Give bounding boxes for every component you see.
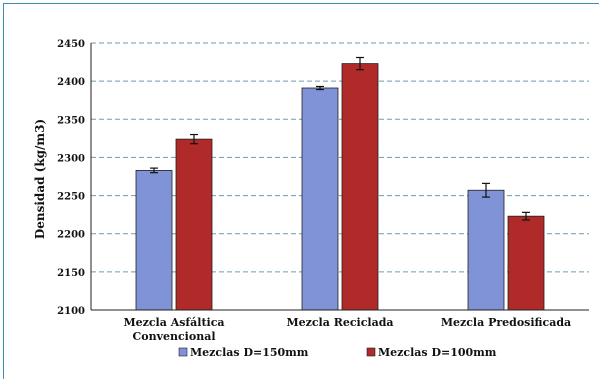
bar [341, 63, 379, 311]
y-tick-label: 2350 [57, 115, 85, 126]
legend-label: Mezclas D=100mm [378, 346, 497, 359]
x-tick-label: Mezcla Predosificada [441, 316, 571, 329]
y-axis-label: Densidad (kg/m3) [33, 119, 47, 239]
bar-chart: 2100 2150 2200 2250 2300 2350 2400 2450 Mezcla A… [4, 4, 600, 380]
legend-swatch [366, 347, 376, 357]
bar [175, 138, 213, 311]
x-tick-label: Convencional [133, 330, 216, 343]
y-tick-label: 2100 [57, 306, 85, 317]
y-tick-label: 2150 [57, 268, 85, 279]
x-tick-label: Mezcla Reciclada [286, 316, 393, 329]
bar [301, 87, 339, 311]
bar [507, 215, 545, 311]
y-tick-label: 2250 [57, 192, 85, 203]
y-tick-label: 2400 [57, 77, 85, 88]
bar [135, 169, 173, 311]
legend-label: Mezclas D=150mm [190, 346, 309, 359]
chart-frame: 2100 2150 2200 2250 2300 2350 2400 2450 Mezcla A… [3, 3, 600, 380]
y-tick-label: 2200 [57, 230, 85, 241]
y-tick-label: 2450 [57, 39, 85, 50]
bar [467, 189, 505, 311]
x-tick-label: Mezcla Asfáltica [123, 316, 224, 329]
y-tick-label: 2300 [57, 153, 85, 164]
legend-swatch [178, 347, 188, 357]
